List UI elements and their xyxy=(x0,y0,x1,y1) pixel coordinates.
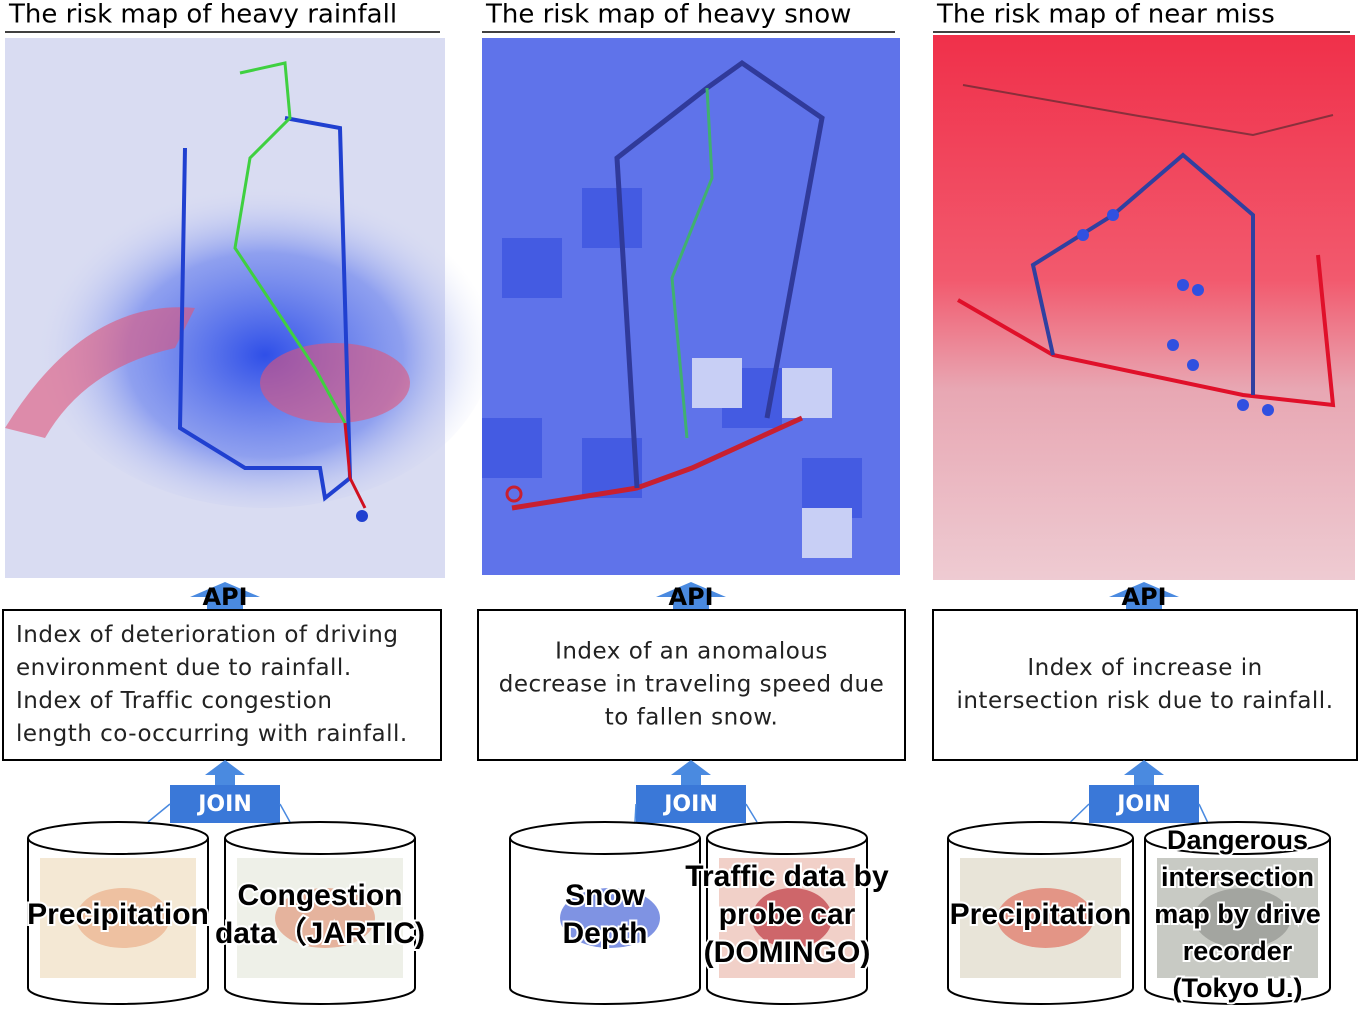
join-connector xyxy=(279,803,291,823)
source-thumbnail-detail xyxy=(752,888,832,948)
index-text: Index of increase in xyxy=(1027,655,1262,681)
index-box xyxy=(477,609,906,761)
join-connector xyxy=(1198,803,1209,823)
api-arrow xyxy=(190,582,260,610)
source-label: Precipitation xyxy=(27,898,209,931)
join-connector xyxy=(147,803,171,823)
join-arrow xyxy=(205,760,245,790)
source-thumbnail-detail xyxy=(275,888,375,948)
risk-cell xyxy=(482,418,542,478)
database-top xyxy=(509,821,701,855)
source-label: Snow xyxy=(565,879,646,912)
index-text: intersection risk due to rainfall. xyxy=(956,688,1333,714)
index-text: length co-occurring with rainfall. xyxy=(16,721,408,747)
index-text: environment due to rainfall. xyxy=(16,655,352,681)
marker xyxy=(1187,359,1199,371)
database-top xyxy=(27,821,209,855)
panel-title: The risk map of heavy rainfall xyxy=(8,0,397,30)
risk-map xyxy=(482,38,900,575)
risk-area xyxy=(5,307,195,438)
join-label: JOIN xyxy=(1115,792,1171,817)
map-bg xyxy=(933,35,1355,580)
risk-map xyxy=(5,38,495,578)
join-connector xyxy=(1069,803,1090,823)
database-top xyxy=(947,821,1134,855)
source-label: Traffic data by xyxy=(685,860,889,893)
route xyxy=(233,61,347,424)
index-text: Index of an anomalous xyxy=(555,639,828,665)
index-box xyxy=(2,609,442,761)
database-top xyxy=(1144,821,1331,855)
panel-title: The risk map of heavy snow xyxy=(485,0,851,30)
join-connector xyxy=(634,803,637,823)
api-label: API xyxy=(668,583,713,611)
risk-area xyxy=(260,343,410,423)
join-arrow xyxy=(671,760,711,790)
api-label: API xyxy=(202,583,247,611)
source-label: probe car xyxy=(719,898,856,931)
marker xyxy=(1237,399,1249,411)
source-label: Depth xyxy=(563,917,648,950)
risk-cell xyxy=(582,188,642,248)
database-top xyxy=(706,821,868,855)
join-arrow xyxy=(1124,760,1164,790)
index-text: decrease in traveling speed due xyxy=(499,672,885,698)
marker xyxy=(1177,279,1189,291)
risk-cell xyxy=(502,238,562,298)
source-thumbnail-detail xyxy=(1194,888,1291,948)
low-risk-cell xyxy=(692,358,742,408)
api-label: API xyxy=(1121,583,1166,611)
source-label: recorder xyxy=(1183,936,1293,966)
source-thumbnail-detail xyxy=(997,888,1094,948)
low-risk-cell xyxy=(782,368,832,418)
marker xyxy=(356,510,368,522)
marker xyxy=(505,485,523,503)
index-text: Index of deterioration of driving xyxy=(16,622,398,648)
route xyxy=(670,87,714,439)
route xyxy=(956,254,1336,408)
source-label: map by drive xyxy=(1154,899,1321,929)
source-label: Precipitation xyxy=(950,898,1132,931)
index-text: to fallen snow. xyxy=(605,705,779,731)
source-label: Congestion xyxy=(238,879,403,912)
source-label: (Tokyo U.) xyxy=(1173,973,1303,1003)
join-box xyxy=(170,785,280,823)
index-box xyxy=(932,609,1358,761)
marker xyxy=(1077,229,1089,241)
route xyxy=(1030,152,1255,395)
api-arrow xyxy=(656,582,726,610)
source-label: intersection xyxy=(1161,862,1314,892)
source-label: Dangerous xyxy=(1167,825,1308,855)
low-risk-cell xyxy=(802,508,852,558)
risk-area xyxy=(35,168,495,508)
join-label: JOIN xyxy=(662,792,718,817)
route xyxy=(962,84,1334,137)
index-text: Index of Traffic congestion xyxy=(16,688,332,714)
marker xyxy=(1107,209,1119,221)
join-connector xyxy=(745,803,758,823)
marker xyxy=(1192,284,1204,296)
join-box xyxy=(636,785,746,823)
join-label: JOIN xyxy=(196,792,252,817)
marker xyxy=(1167,339,1179,351)
source-thumbnail-detail xyxy=(560,888,660,948)
source-thumbnail-detail xyxy=(76,888,170,948)
panel-title: The risk map of near miss xyxy=(936,0,1275,30)
route xyxy=(343,422,367,509)
join-box xyxy=(1089,785,1199,823)
route xyxy=(511,415,804,511)
source-label: data（JARTIC) xyxy=(215,916,425,950)
database-top xyxy=(224,821,416,855)
route xyxy=(177,116,353,502)
source-label: (DOMINGO) xyxy=(704,936,871,969)
risk-map xyxy=(933,35,1355,580)
api-arrow xyxy=(1109,582,1179,610)
marker xyxy=(1262,404,1274,416)
route xyxy=(614,59,825,489)
